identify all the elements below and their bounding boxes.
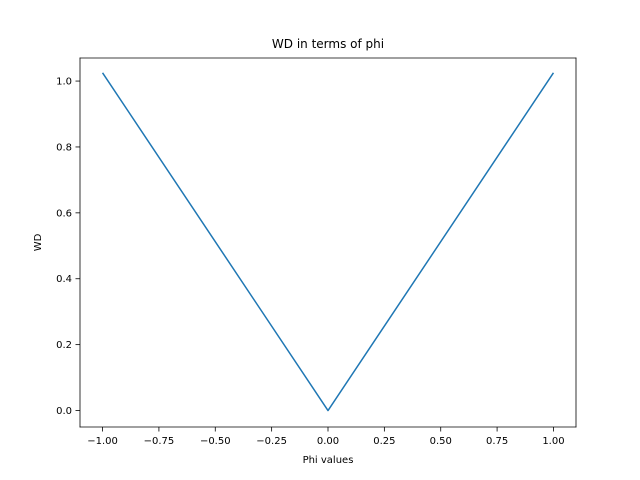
x-tick-label: 0.00	[317, 436, 339, 447]
x-axis-label: Phi values	[303, 455, 354, 466]
x-tick-label: 0.75	[486, 436, 508, 447]
x-tick-label: −0.50	[200, 436, 231, 447]
x-tick-label: 0.25	[373, 436, 395, 447]
x-tick-label: 1.00	[542, 436, 564, 447]
axes-layer	[79, 57, 577, 428]
y-tick-label: 0.0	[56, 406, 72, 417]
series-line-0	[101, 72, 555, 412]
plot-area	[80, 58, 576, 427]
x-tick-label: 0.50	[430, 436, 452, 447]
y-tick-label: 0.4	[56, 274, 72, 285]
x-tick-label: −0.75	[144, 436, 175, 447]
y-tick-label: 0.8	[56, 142, 72, 153]
y-tick-label: 0.2	[56, 340, 72, 351]
y-tick-label: 0.6	[56, 208, 72, 219]
y-axis-ticks: 0.0 0.2 0.4 0.6 0.8 1.0	[56, 77, 80, 417]
x-axis-ticks: −1.00 −0.75 −0.50 −0.25 0.00 0.25 0.50 0.75 1.00	[87, 427, 565, 447]
y-tick-label: 1.0	[56, 77, 72, 88]
series-layer	[101, 72, 555, 412]
x-tick-label: −0.25	[256, 436, 287, 447]
y-axis-label: WD	[33, 233, 44, 251]
x-tick-label: −1.00	[87, 436, 118, 447]
chart-title: WD in terms of phi	[272, 37, 384, 51]
